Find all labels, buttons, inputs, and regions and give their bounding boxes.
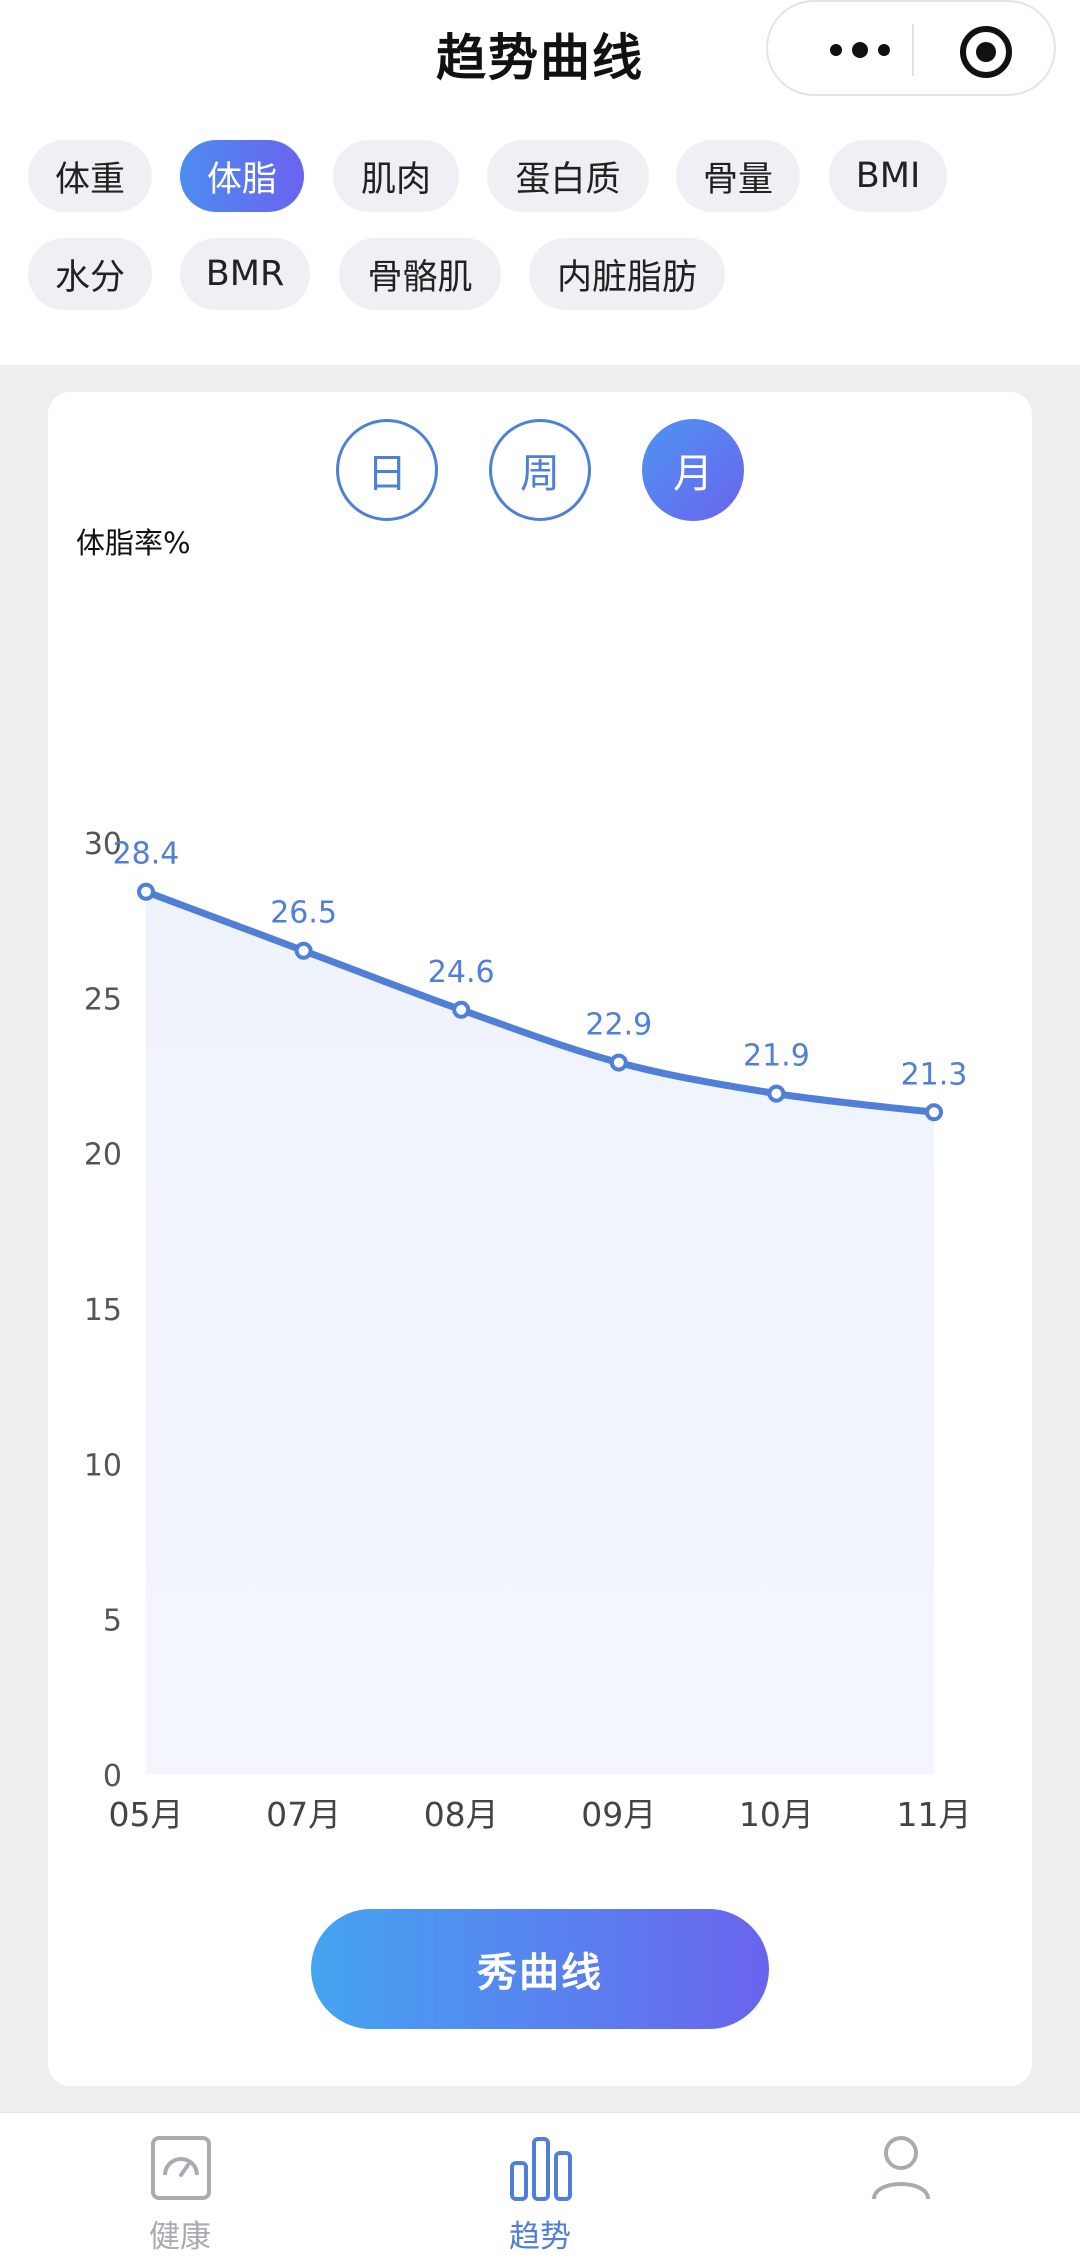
data-point	[137, 882, 155, 901]
x-tick-label: 10月	[739, 1795, 814, 1834]
metric-chip-protein[interactable]: 蛋白质	[487, 140, 649, 212]
capsule-divider	[912, 24, 914, 76]
area-fill	[146, 891, 934, 1774]
gauge-icon	[151, 2136, 211, 2200]
data-label: 21.9	[743, 1039, 810, 1074]
data-point	[294, 941, 313, 960]
data-label: 21.3	[901, 1057, 968, 1092]
metric-chip-muscle[interactable]: 肌肉	[333, 140, 459, 212]
show-curve-button[interactable]: 秀曲线	[311, 1909, 769, 2029]
y-tick-label: 25	[84, 982, 122, 1017]
top-header: 趋势曲线 体重 体脂 肌肉 蛋白质 骨量 BMI 水分 BMR 骨骼肌 内脏脂肪	[0, 0, 1080, 365]
data-point	[452, 1000, 471, 1019]
x-tick-label: 09月	[581, 1795, 656, 1834]
metric-chip-visceral-fat[interactable]: 内脏脂肪	[529, 238, 725, 310]
data-label: 24.6	[428, 955, 495, 990]
metric-chip-skeletal-muscle[interactable]: 骨骼肌	[339, 238, 501, 310]
y-axis-label: 体脂率%	[76, 526, 191, 560]
close-target-icon[interactable]	[960, 26, 1012, 78]
tab-health[interactable]: 健康	[80, 2113, 280, 2264]
tab-trend-label: 趋势	[509, 2219, 571, 2255]
more-icon[interactable]	[810, 30, 910, 70]
x-tick-label: 05月	[109, 1795, 184, 1834]
y-tick-label: 10	[84, 1448, 122, 1483]
metric-chip-water[interactable]: 水分	[28, 238, 152, 310]
metric-chip-weight[interactable]: 体重	[28, 140, 152, 212]
y-tick-label: 0	[103, 1759, 122, 1794]
y-tick-label: 30	[84, 827, 122, 862]
metric-chip-bmr[interactable]: BMR	[180, 238, 310, 310]
period-day-button[interactable]: 日	[336, 419, 438, 521]
x-tick-label: 07月	[266, 1795, 341, 1834]
x-tick-label: 08月	[424, 1795, 499, 1834]
data-label: 28.4	[113, 837, 180, 872]
data-point	[925, 1103, 943, 1122]
tab-trend[interactable]: 趋势	[440, 2113, 640, 2264]
tab-profile[interactable]	[800, 2113, 1000, 2264]
period-week-button[interactable]: 周	[489, 419, 591, 521]
user-icon	[872, 2136, 930, 2200]
data-label: 26.5	[270, 896, 337, 931]
period-month-button[interactable]: 月	[642, 419, 744, 521]
metric-chip-bmi[interactable]: BMI	[829, 140, 947, 212]
bar-chart-icon	[510, 2137, 572, 2201]
metric-chip-bone-mass[interactable]: 骨量	[676, 140, 800, 212]
data-point	[767, 1084, 786, 1103]
y-tick-label: 15	[84, 1293, 122, 1328]
bottom-tab-bar: 健康 趋势	[0, 2112, 1080, 2264]
tab-health-label: 健康	[149, 2219, 211, 2255]
x-tick-label: 11月	[897, 1795, 972, 1834]
page-title: 趋势曲线	[436, 29, 644, 87]
data-label: 22.9	[585, 1008, 652, 1043]
metric-chip-bodyfat[interactable]: 体脂	[180, 140, 304, 212]
y-tick-label: 20	[84, 1138, 122, 1173]
mini-program-capsule	[766, 0, 1056, 96]
series-line	[142, 888, 938, 1116]
data-point	[609, 1053, 628, 1072]
y-tick-label: 5	[103, 1604, 122, 1639]
